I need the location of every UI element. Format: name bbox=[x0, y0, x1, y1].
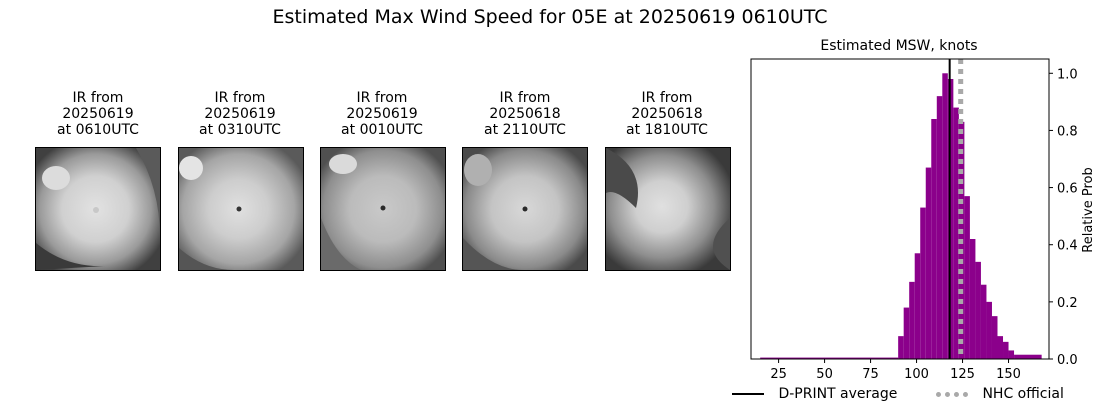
ir-panel-5-line2: 20250618 bbox=[631, 106, 703, 122]
histogram-bar-8 bbox=[931, 119, 937, 359]
ir-image-3 bbox=[320, 147, 446, 271]
histogram-bar-22 bbox=[1008, 350, 1015, 359]
y-tick-label-0.0: 0.0 bbox=[1057, 353, 1078, 368]
histogram-bar-16 bbox=[975, 261, 981, 359]
histogram-bar-19 bbox=[991, 316, 998, 359]
histogram-bar-21 bbox=[1003, 341, 1009, 359]
x-tick-label-125: 125 bbox=[950, 367, 975, 382]
ir-panel-2-line1: IR from bbox=[214, 90, 266, 106]
x-tick-label-100: 100 bbox=[904, 367, 929, 382]
histogram-bar-7 bbox=[925, 167, 932, 359]
histogram-bar-12 bbox=[953, 107, 959, 359]
x-tick-label-50: 50 bbox=[816, 367, 833, 382]
legend-item-dprint: D-PRINT average bbox=[732, 386, 897, 402]
histogram-bar-20 bbox=[997, 336, 1004, 359]
ir-panel-4-line1: IR from bbox=[499, 90, 551, 106]
ir-panel-4-line3: at 2110UTC bbox=[484, 122, 566, 138]
histogram-bar-15 bbox=[969, 239, 976, 359]
ir-panel-1-line3: at 0610UTC bbox=[57, 122, 139, 138]
ir-panel-3-line1: IR from bbox=[356, 90, 408, 106]
ir-panel-3-line3: at 0010UTC bbox=[341, 122, 423, 138]
ir-image-5 bbox=[605, 147, 731, 271]
ir-panel-label-1: IR from 20250619 at 0610UTC bbox=[23, 90, 173, 138]
histogram-bar-17 bbox=[980, 284, 987, 359]
ir-panel-label-3: IR from 20250619 at 0010UTC bbox=[307, 90, 457, 138]
ir-panel-label-5: IR from 20250618 at 1810UTC bbox=[592, 90, 742, 138]
ir-panel-2-line3: at 0310UTC bbox=[199, 122, 281, 138]
chart-title: Estimated MSW, knots bbox=[820, 38, 977, 54]
histogram-bar-18 bbox=[986, 301, 992, 359]
y-tick-label-0.6: 0.6 bbox=[1057, 182, 1078, 197]
histogram-bar-9 bbox=[936, 96, 943, 360]
ir-panel-1-line1: IR from bbox=[72, 90, 124, 106]
histogram-bar-4 bbox=[909, 281, 915, 359]
ir-image-4 bbox=[462, 147, 588, 271]
y-tick-label-0.4: 0.4 bbox=[1057, 239, 1078, 254]
histogram-bar-5 bbox=[914, 253, 921, 359]
histogram-bar-1 bbox=[760, 357, 899, 359]
ir-panel-label-2: IR from 20250619 at 0310UTC bbox=[165, 90, 315, 138]
legend-label-dprint: D-PRINT average bbox=[778, 386, 898, 402]
ir-image-2 bbox=[178, 147, 304, 271]
ir-panel-1-line2: 20250619 bbox=[62, 106, 134, 122]
histogram-bar-23 bbox=[1014, 354, 1042, 359]
y-tick-label-1.0: 1.0 bbox=[1057, 67, 1078, 82]
ir-panel-3-line2: 20250619 bbox=[346, 106, 418, 122]
ir-image-1 bbox=[35, 147, 161, 271]
y-tick-label-0.2: 0.2 bbox=[1057, 296, 1078, 311]
figure-title: Estimated Max Wind Speed for 05E at 2025… bbox=[272, 6, 828, 28]
y-tick-label-0.8: 0.8 bbox=[1057, 124, 1078, 139]
legend-label-nhc: NHC official bbox=[982, 386, 1064, 402]
legend-item-nhc: NHC official bbox=[936, 386, 1064, 402]
histogram-bar-6 bbox=[920, 207, 926, 359]
ir-panel-5-line1: IR from bbox=[641, 90, 693, 106]
y-axis-label: Relative Prob bbox=[1081, 167, 1096, 252]
histogram-bar-3 bbox=[903, 307, 910, 359]
legend-dotted-line-icon bbox=[936, 391, 968, 397]
histogram-bar-14 bbox=[964, 196, 970, 359]
ir-panel-label-4: IR from 20250618 at 2110UTC bbox=[450, 90, 600, 138]
histogram-bar-10 bbox=[942, 73, 948, 360]
legend-solid-line-icon bbox=[732, 393, 764, 395]
x-tick-label-75: 75 bbox=[862, 367, 879, 382]
plot-frame bbox=[750, 58, 1050, 360]
ir-panel-5-line3: at 1810UTC bbox=[626, 122, 708, 138]
x-tick-label-25: 25 bbox=[770, 367, 787, 382]
x-tick-label-150: 150 bbox=[996, 367, 1021, 382]
histogram-bar-2 bbox=[898, 336, 904, 359]
ir-panel-4-line2: 20250618 bbox=[489, 106, 561, 122]
ir-panel-2-line2: 20250619 bbox=[204, 106, 276, 122]
